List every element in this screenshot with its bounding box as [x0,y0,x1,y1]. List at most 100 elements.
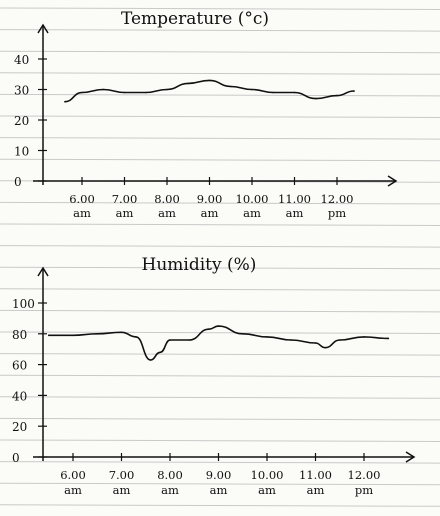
data-point [208,328,210,331]
x-tick-label: 8.00 [154,192,180,206]
ruled-line [0,245,440,248]
x-tick-label: 8.00 [157,468,183,482]
data-point [187,82,190,85]
x-tick-sublabel: am [210,483,228,497]
data-point [290,339,293,341]
x-tick-sublabel: am [201,206,219,220]
ruled-line [0,439,440,442]
ruled-line [0,353,440,356]
x-tick-sublabel: am [307,483,325,497]
x-tick-label: 7.00 [112,192,138,206]
y-tick-label: 100 [12,297,35,311]
humidity-chart: Humidity (%)0204060801006.00am7.00am8.00… [12,255,416,497]
x-tick-sublabel: am [158,206,176,220]
x-tick-label: 9.00 [197,192,223,206]
data-point [208,79,211,82]
ruled-line [0,331,440,334]
y-tick-label: 20 [12,420,27,434]
x-tick-label: 12.00 [321,192,354,206]
y-tick-label: 20 [14,114,29,128]
data-point [169,339,171,341]
x-tick-sublabel: am [161,483,179,497]
ruled-line [0,93,440,97]
ruled-line [0,461,440,464]
x-tick-label: 10.00 [251,468,284,482]
data-point [387,337,390,340]
data-point [339,339,341,341]
y-axis-arrow [37,23,49,34]
x-tick-label: 12.00 [348,468,381,482]
y-tick-label: 40 [14,53,29,67]
data-point [72,334,74,337]
data-point [135,336,137,338]
x-tick-sublabel: pm [355,483,373,497]
y-tick-label: 60 [12,359,27,373]
data-point [314,342,317,344]
chart-title: Humidity (%) [142,255,257,275]
data-point [81,91,83,94]
ruled-lines [0,7,440,507]
x-tick-sublabel: am [116,206,134,220]
y-tick-label: 40 [12,389,27,403]
x-tick-label: 6.00 [60,468,86,482]
data-point [336,94,338,97]
data-point [230,85,232,88]
ruled-line [0,504,440,507]
y-tick-label: 30 [14,84,29,98]
series-line [64,79,355,103]
data-point [166,88,168,91]
x-tick-label: 6.00 [69,192,95,206]
ruled-line [0,288,440,291]
chart-title: Temperature (°c) [121,9,269,29]
ruled-line [0,158,440,162]
ruled-line [0,50,440,54]
x-tick-sublabel: pm [328,206,346,220]
x-axis-arrow [387,175,398,187]
data-point [242,333,244,335]
data-point [272,91,275,94]
ruled-line [0,7,440,10]
data-point [188,339,191,341]
ruled-line [0,72,440,75]
ruled-line [0,201,440,205]
x-tick-label: 9.00 [206,468,232,482]
data-point [353,90,355,92]
ruled-line [0,482,440,486]
ruled-line [0,309,440,313]
ruled-line [0,374,440,378]
x-tick-label: 11.00 [299,468,332,482]
x-tick-sublabel: am [73,206,91,220]
data-point [363,336,365,338]
data-point [120,331,123,334]
data-point [149,359,152,361]
data-point [293,91,296,94]
x-axis-arrow [405,451,416,463]
x-tick-sublabel: am [258,483,276,497]
x-tick-sublabel: am [113,483,131,497]
x-tick-sublabel: am [286,206,304,220]
data-point [48,334,50,337]
ruled-line [0,29,440,32]
ruled-line [0,266,440,270]
data-point [266,336,268,338]
ruled-line [0,115,440,118]
ruled-line [0,223,440,226]
data-point [64,100,66,103]
x-tick-label: 10.00 [236,192,269,206]
x-tick-sublabel: am [243,206,261,220]
data-point [315,97,317,100]
data-point [159,351,162,354]
y-tick-label: 80 [12,328,27,342]
x-tick-label: 7.00 [109,468,135,482]
data-point [324,346,327,349]
data-point [96,333,99,335]
y-tick-label: 10 [14,145,29,159]
data-point [251,88,253,91]
y-axis-arrow [37,266,49,277]
ruled-line [0,137,440,140]
y-tick-label: 0 [12,451,20,465]
y-tick-label: 0 [14,175,22,189]
data-point [145,91,147,94]
x-tick-label: 11.00 [278,192,311,206]
